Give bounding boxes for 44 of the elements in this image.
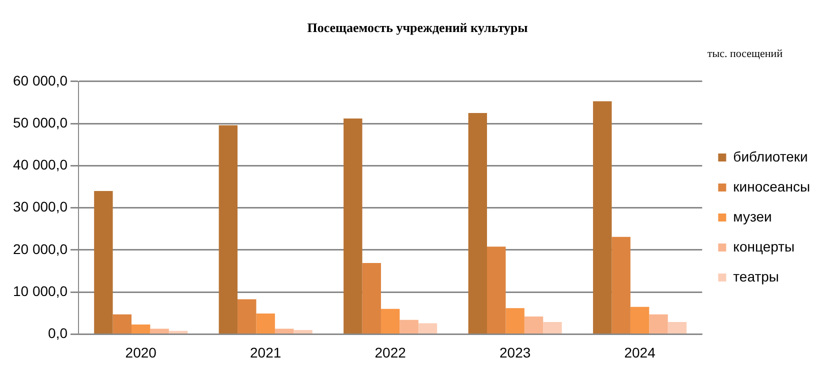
text: тыс. посещений bbox=[706, 48, 784, 60]
chart-title: Посещаемость учреждений культуры bbox=[306, 20, 529, 36]
bar bbox=[362, 262, 381, 334]
bar bbox=[524, 316, 544, 334]
bar bbox=[418, 323, 438, 334]
legend-label: музеи bbox=[733, 208, 772, 224]
y-tick-label: 60 000,0 bbox=[12, 72, 68, 88]
legend-label: концерты bbox=[733, 238, 795, 254]
bar bbox=[506, 308, 524, 334]
bar bbox=[274, 328, 294, 334]
y-tick-label: 40 000,0 bbox=[12, 156, 68, 173]
x-tick-label: 2020 bbox=[125, 344, 157, 360]
x-tick-label: 2022 bbox=[374, 344, 406, 360]
bar bbox=[168, 330, 188, 334]
y-tick-label: 30 000,0 bbox=[12, 198, 68, 215]
bar bbox=[649, 314, 668, 334]
legend-label: библиотеки bbox=[733, 148, 808, 164]
x-tick-label: 2023 bbox=[499, 344, 531, 360]
bar bbox=[256, 314, 275, 334]
legend-label: киносеансы bbox=[733, 178, 810, 194]
y-tick-label: 50 000,0 bbox=[12, 114, 68, 130]
bar bbox=[344, 118, 362, 334]
bar bbox=[238, 299, 256, 334]
bar bbox=[543, 322, 562, 334]
y-tick-label: 10 000,0 bbox=[12, 282, 68, 299]
bar bbox=[487, 246, 506, 334]
bar bbox=[630, 306, 650, 334]
bar bbox=[132, 324, 150, 334]
bar bbox=[400, 320, 418, 334]
bar bbox=[218, 125, 238, 334]
bar bbox=[294, 330, 312, 334]
bar bbox=[612, 236, 630, 334]
y-tick-label: 0,0 bbox=[48, 325, 68, 342]
bar bbox=[593, 101, 612, 334]
bar bbox=[112, 314, 132, 334]
bar bbox=[468, 113, 488, 334]
legend-label: театры bbox=[733, 268, 779, 284]
x-tick-label: 2024 bbox=[624, 344, 656, 360]
x-tick-label: 2021 bbox=[250, 344, 282, 360]
bar bbox=[380, 308, 400, 334]
bar bbox=[94, 190, 113, 334]
y-tick-label: 20 000,0 bbox=[12, 240, 68, 257]
bar bbox=[668, 322, 687, 334]
bar bbox=[150, 328, 169, 334]
